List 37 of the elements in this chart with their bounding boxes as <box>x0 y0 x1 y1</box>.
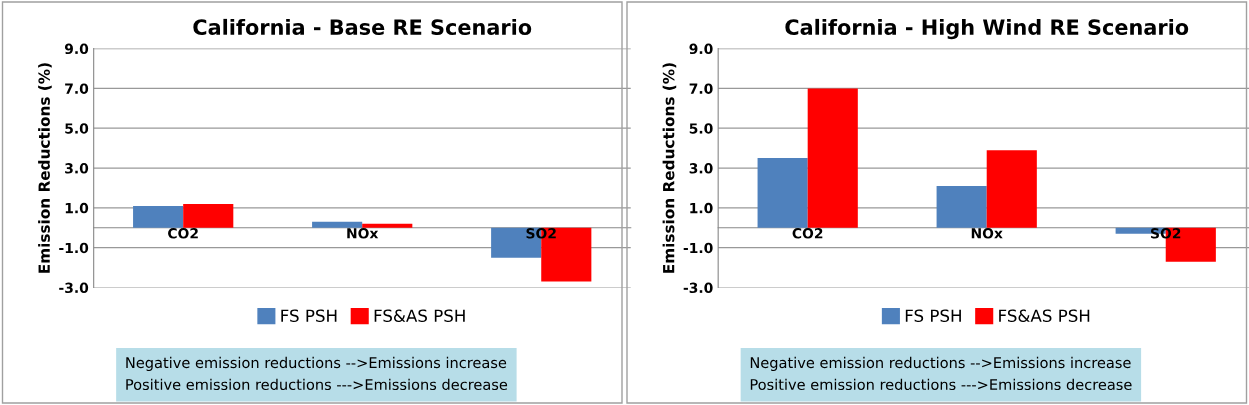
legend-label: FS&AS PSH <box>374 309 465 323</box>
x-tick-label: SO2 <box>1150 228 1181 239</box>
y-tick-label: 5.0 <box>65 123 89 134</box>
y-tick-label: -3.0 <box>59 282 89 294</box>
legend-label: FS PSH <box>281 309 337 323</box>
legend-label: FS PSH <box>905 309 961 323</box>
y-tick-label: 3.0 <box>65 163 89 174</box>
x-tick-label: CO2 <box>792 228 823 239</box>
y-tick-label: 9.0 <box>64 43 89 55</box>
y-tick-label: 1.0 <box>690 202 713 214</box>
x-tick-label: NOx <box>971 228 1003 239</box>
bar <box>986 150 1037 228</box>
x-tick-label: CO2 <box>168 228 198 239</box>
y-tick-label: -1.0 <box>59 242 89 254</box>
chart-title: California - Base RE Scenario <box>193 18 532 36</box>
y-tick-label: 9.0 <box>689 43 713 55</box>
bar <box>757 158 808 228</box>
text: Negative emission reductions -->Emissions increase Positive emission reductions --->Emissions decrease <box>126 356 508 391</box>
y-tick-label: 1.0 <box>65 202 89 214</box>
y-axis-title: Emission Reductions (%) <box>38 63 52 273</box>
bar <box>807 88 858 228</box>
bar <box>133 205 184 228</box>
bar <box>362 223 413 228</box>
text: Negative emission reductions -->Emissions increase Positive emission reductions --->Emissions decrease <box>750 356 1132 391</box>
y-tick-label: 5.0 <box>689 123 713 134</box>
y-tick-label: 3.0 <box>689 163 713 174</box>
bar <box>312 221 363 228</box>
x-tick-label: NOx <box>347 228 379 239</box>
bar <box>936 186 987 228</box>
y-tick-label: -3.0 <box>683 282 713 294</box>
chart-title: California - High Wind RE Scenario <box>785 18 1189 40</box>
y-tick-label: 7.0 <box>689 83 713 94</box>
y-tick-label: -1.0 <box>683 242 713 254</box>
legend-label: FS&AS PSH <box>999 309 1090 323</box>
bar <box>183 203 234 228</box>
y-axis-title: Emission Reductions (%) <box>662 63 677 273</box>
y-tick-label: 7.0 <box>65 83 89 94</box>
